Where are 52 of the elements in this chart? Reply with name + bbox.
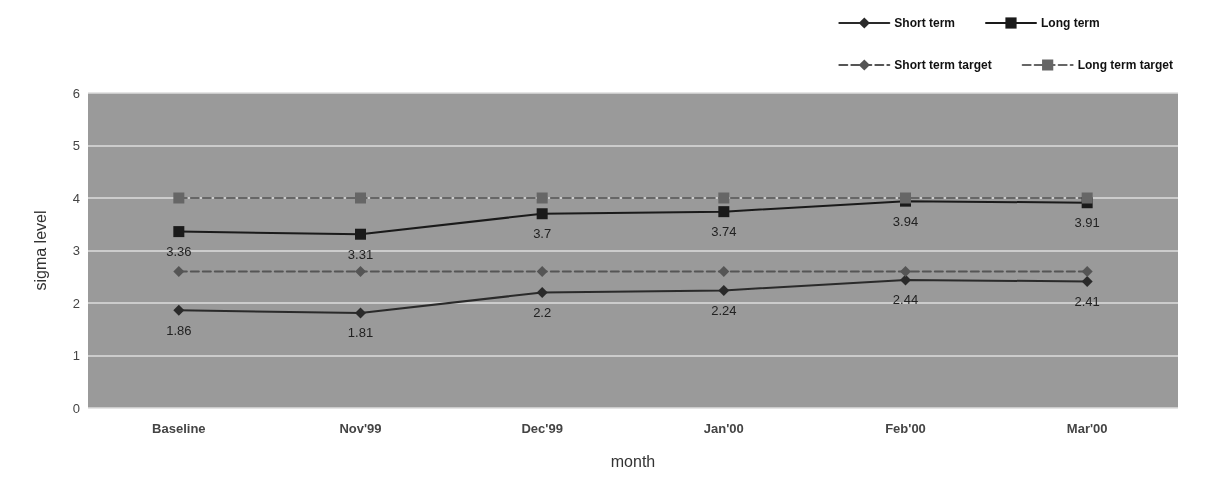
point xyxy=(1081,192,1093,204)
x-tick-label: Baseline xyxy=(152,421,206,436)
data-label: 1.81 xyxy=(347,325,374,341)
data-label: 3.91 xyxy=(1074,215,1100,231)
y-tick-label: 6 xyxy=(72,85,80,101)
y-tick-label: 3 xyxy=(72,243,80,258)
x-tick-label: Mar'00 xyxy=(1066,421,1108,436)
legend-label: Long term xyxy=(1040,16,1100,30)
point xyxy=(1081,266,1093,277)
data-label: 1.86 xyxy=(166,322,192,338)
point xyxy=(536,192,548,204)
point xyxy=(536,266,548,277)
data-label: 3.36 xyxy=(166,244,192,260)
point xyxy=(173,304,185,316)
y-tick-label: 4 xyxy=(72,190,80,206)
point xyxy=(536,287,548,298)
point xyxy=(355,228,366,240)
point xyxy=(718,266,730,277)
point xyxy=(355,192,366,204)
point xyxy=(900,274,911,286)
x-tick-label: Jan'00 xyxy=(703,421,744,436)
data-label: 3.31 xyxy=(347,246,374,262)
point xyxy=(900,266,911,277)
data-label: 3.7 xyxy=(533,226,552,242)
legend-label: Long term target xyxy=(1077,58,1174,72)
point xyxy=(173,266,185,277)
data-label: 2.2 xyxy=(533,305,552,320)
y-axis-title: sigma level xyxy=(31,210,49,291)
y-tick-label: 1 xyxy=(72,348,80,363)
point xyxy=(536,208,548,220)
data-label: 3.94 xyxy=(892,213,919,229)
legend-label: Short term target xyxy=(894,58,992,72)
point xyxy=(718,206,730,218)
point xyxy=(718,192,730,204)
data-label: 2.44 xyxy=(892,292,919,308)
point xyxy=(355,266,366,277)
x-tick-label: Nov'99 xyxy=(339,421,382,436)
y-tick-label: 2 xyxy=(72,295,80,311)
data-label: 2.41 xyxy=(1074,293,1100,309)
x-tick-label: Feb'00 xyxy=(885,421,926,436)
x-tick-label: Dec'99 xyxy=(521,421,563,436)
x-axis-title: month xyxy=(610,452,656,470)
point xyxy=(355,307,366,319)
data-label: 3.74 xyxy=(711,224,737,240)
y-tick-label: 0 xyxy=(72,400,80,416)
point xyxy=(173,192,185,204)
y-tick-label: 5 xyxy=(72,138,80,153)
legend-label: Short term xyxy=(894,16,955,30)
point xyxy=(1081,275,1093,287)
data-label: 2.24 xyxy=(711,302,737,318)
point xyxy=(173,226,185,238)
point xyxy=(718,284,730,296)
